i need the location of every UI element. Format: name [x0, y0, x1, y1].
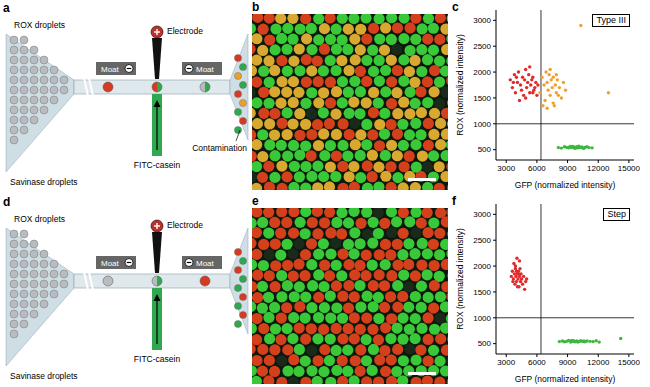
svg-text:1500: 1500 — [473, 288, 491, 297]
svg-text:6000: 6000 — [528, 358, 546, 367]
svg-text:Savinase droplets: Savinase droplets — [10, 177, 78, 187]
svg-text:Moat: Moat — [196, 259, 215, 268]
svg-text:1000: 1000 — [473, 314, 491, 323]
svg-text:1500: 1500 — [473, 94, 491, 103]
svg-text:3000: 3000 — [497, 164, 515, 173]
svg-text:2000: 2000 — [473, 262, 491, 271]
svg-text:500: 500 — [478, 339, 492, 348]
svg-text:12000: 12000 — [587, 164, 610, 173]
svg-text:2500: 2500 — [473, 42, 491, 51]
svg-text:FITC-casein: FITC-casein — [134, 160, 181, 170]
svg-text:ROX droplets: ROX droplets — [14, 214, 65, 224]
svg-text:ROX (normalized intensity): ROX (normalized intensity) — [455, 34, 465, 136]
svg-text:15000: 15000 — [618, 358, 641, 367]
svg-text:500: 500 — [478, 145, 492, 154]
svg-text:GFP (normalized intensity): GFP (normalized intensity) — [515, 374, 616, 384]
html-text:f: f — [452, 194, 456, 208]
svg-text:6000: 6000 — [528, 164, 546, 173]
svg-text:2000: 2000 — [473, 68, 491, 77]
svg-text:Contamination: Contamination — [192, 143, 247, 153]
svg-text:1000: 1000 — [473, 120, 491, 129]
svg-text:Moat: Moat — [101, 65, 120, 74]
html-text:d: d — [3, 195, 11, 209]
svg-text:Electrode: Electrode — [167, 26, 203, 36]
html-text:e: e — [252, 194, 259, 208]
svg-text:ROX droplets: ROX droplets — [14, 20, 65, 30]
svg-text:GFP (normalized intensity): GFP (normalized intensity) — [515, 180, 616, 190]
svg-text:15000: 15000 — [618, 164, 641, 173]
svg-text:2500: 2500 — [473, 236, 491, 245]
html-text:a: a — [3, 1, 10, 15]
html-text:c: c — [452, 0, 459, 14]
svg-text:3000: 3000 — [473, 210, 491, 219]
svg-text:Moat: Moat — [101, 259, 120, 268]
html-text:b: b — [252, 0, 260, 14]
svg-text:12000: 12000 — [587, 358, 610, 367]
html-text:Step: Step — [607, 209, 626, 219]
html-text:Type III: Type III — [596, 15, 626, 25]
svg-text:Moat: Moat — [196, 65, 215, 74]
svg-text:9000: 9000 — [559, 164, 577, 173]
svg-text:ROX (normalized intensity): ROX (normalized intensity) — [455, 228, 465, 330]
svg-text:Electrode: Electrode — [167, 220, 203, 230]
svg-text:3000: 3000 — [497, 358, 515, 367]
svg-text:9000: 9000 — [559, 358, 577, 367]
svg-text:Savinase droplets: Savinase droplets — [10, 371, 78, 381]
svg-text:FITC-casein: FITC-casein — [134, 354, 181, 364]
svg-text:3000: 3000 — [473, 16, 491, 25]
